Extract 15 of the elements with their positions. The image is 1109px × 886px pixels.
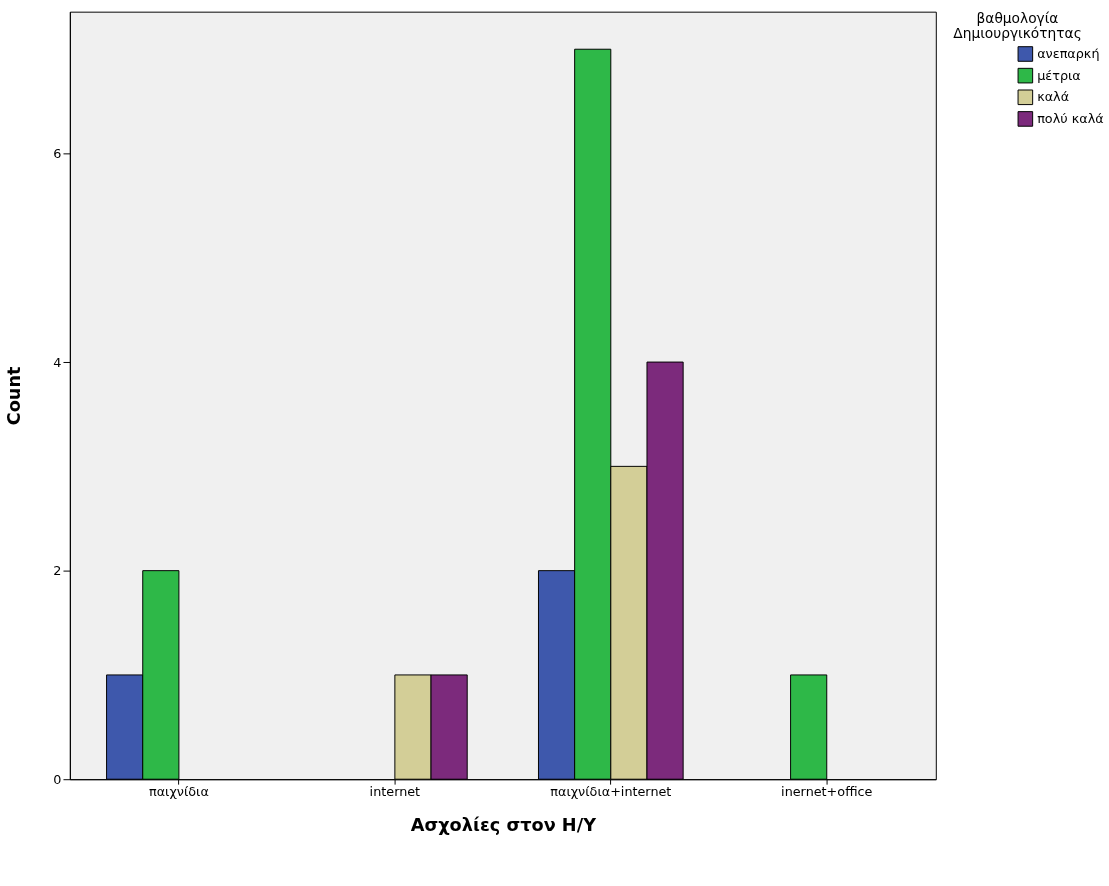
- legend-label: ανεπαρκή: [1037, 45, 1100, 61]
- y-tick-label: 0: [53, 771, 62, 787]
- y-tick-label: 2: [53, 563, 62, 579]
- x-tick-label: παιχνίδια: [148, 784, 209, 800]
- legend-label: πολύ καλά: [1037, 110, 1104, 126]
- legend-label: καλά: [1037, 89, 1070, 105]
- y-tick-label: 6: [53, 145, 62, 161]
- legend-label: μέτρια: [1037, 67, 1081, 83]
- legend-title: βαθμολογία Δημιουργικότητας: [953, 9, 1082, 42]
- x-axis-title: Ασχολίες στον Η/Υ: [410, 814, 597, 835]
- y-axis-title: Count: [3, 365, 24, 426]
- x-tick-label: internet: [369, 784, 421, 800]
- x-tick-label: παιχνίδια+internet: [550, 784, 672, 800]
- x-tick-label: inernet+office: [781, 784, 873, 800]
- y-tick-label: 4: [53, 354, 62, 370]
